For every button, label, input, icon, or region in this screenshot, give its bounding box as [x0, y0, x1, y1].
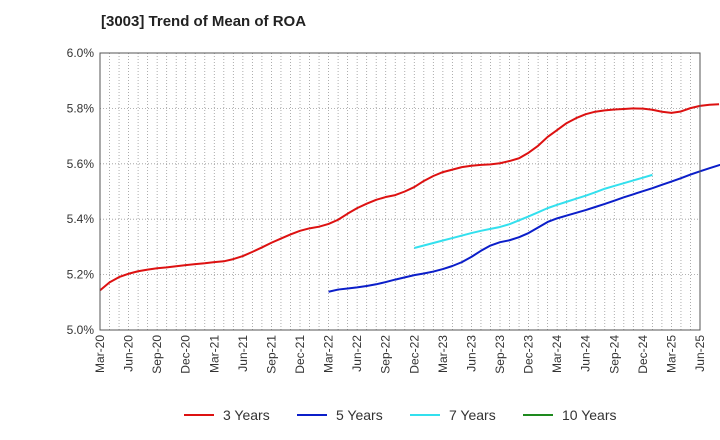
x-tick-label: Jun-21 — [236, 335, 250, 372]
x-tick-label: Jun-24 — [579, 335, 593, 372]
series-line-3-years — [99, 103, 720, 292]
y-tick-label: 6.0% — [67, 46, 95, 60]
x-tick-label: Jun-25 — [693, 335, 707, 372]
y-tick-label: 5.6% — [67, 157, 95, 171]
x-tick-label: Mar-22 — [322, 335, 336, 373]
x-tick-label: Sep-20 — [150, 335, 164, 374]
x-tick-label: Jun-23 — [464, 335, 478, 372]
x-tick-label: Dec-24 — [636, 335, 650, 374]
x-tick-label: Sep-23 — [493, 335, 507, 374]
x-tick-label: Mar-25 — [664, 335, 678, 373]
legend-label-7-years: 7 Years — [449, 407, 496, 423]
x-tick-label: Jun-22 — [350, 335, 364, 372]
legend-item-3-years: 3 Years — [184, 403, 270, 427]
x-tick-label: Mar-23 — [436, 335, 450, 373]
x-tick-label: Mar-21 — [207, 335, 221, 373]
y-tick-label: 5.2% — [67, 268, 95, 282]
x-tick-label: Dec-22 — [407, 335, 421, 374]
x-tick-label: Mar-20 — [93, 335, 107, 373]
legend-swatch-3-years — [184, 414, 214, 416]
x-tick-label: Jun-20 — [122, 335, 136, 372]
legend-item-7-years: 7 Years — [410, 403, 496, 427]
chart-title: [3003] Trend of Mean of ROA — [101, 13, 307, 30]
y-tick-label: 5.4% — [67, 212, 95, 226]
legend-swatch-7-years — [410, 414, 440, 416]
x-tick-label: Sep-21 — [264, 335, 278, 374]
legend-item-10-years: 10 Years — [523, 403, 617, 427]
y-tick-label: 5.0% — [67, 323, 95, 337]
line-chart: 5.0% 5.2% 5.4% 5.6% 5.8% 6.0% Mar-20 Jun-20 Sep-… — [67, 46, 720, 374]
y-tick-label: 5.8% — [67, 101, 95, 115]
series-line-5-years — [328, 163, 720, 293]
x-tick-label: Sep-24 — [607, 335, 621, 374]
legend-label-3-years: 3 Years — [223, 407, 270, 423]
legend-swatch-5-years — [297, 414, 327, 416]
x-tick-label: Sep-22 — [379, 335, 393, 374]
legend-label-5-years: 5 Years — [336, 407, 383, 423]
x-tick-label: Dec-20 — [179, 335, 193, 374]
chart-legend: 3 Years 5 Years 7 Years 10 Years — [0, 403, 720, 427]
series-line-7-years — [414, 173, 653, 249]
legend-item-5-years: 5 Years — [297, 403, 383, 427]
x-tick-label: Mar-24 — [550, 335, 564, 373]
legend-label-10-years: 10 Years — [562, 407, 617, 423]
legend-swatch-10-years — [523, 414, 553, 416]
x-tick-label: Dec-21 — [293, 335, 307, 374]
x-tick-label: Dec-23 — [522, 335, 536, 374]
